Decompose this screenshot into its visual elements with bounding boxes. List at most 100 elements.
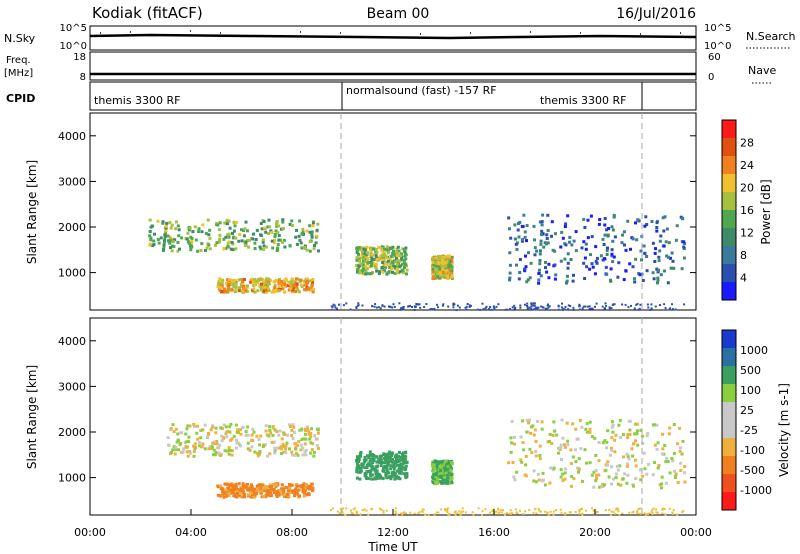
data-cell [446, 467, 450, 471]
data-cell [172, 445, 176, 449]
data-cell [215, 241, 219, 245]
data-cell [296, 444, 299, 448]
ground-scatter-cell [515, 511, 518, 514]
ground-scatter-cell [651, 508, 654, 511]
data-cell [539, 274, 543, 278]
ground-scatter-cell [427, 513, 430, 516]
data-cell [397, 249, 401, 253]
data-cell [663, 269, 666, 273]
data-cell [269, 487, 273, 490]
data-cell [434, 256, 438, 260]
data-cell [446, 277, 450, 280]
data-cell [217, 451, 221, 455]
data-cell [262, 486, 265, 490]
data-cell [679, 446, 682, 450]
ground-scatter-cell [630, 304, 632, 307]
ground-scatter-cell [373, 305, 376, 308]
data-cell [358, 271, 362, 275]
data-cell [184, 432, 188, 436]
ground-scatter-cell [643, 512, 646, 515]
data-cell [205, 246, 209, 250]
data-cell [574, 230, 578, 234]
data-cell [645, 223, 649, 226]
ground-scatter-cell [532, 302, 535, 305]
y-tick-label: 4000 [58, 335, 86, 348]
data-cell [276, 483, 280, 487]
data-cell [566, 274, 569, 278]
data-cell [545, 233, 549, 237]
data-cell [443, 469, 447, 473]
data-cell [276, 287, 280, 291]
ground-scatter-cell [601, 305, 604, 308]
data-cell [243, 227, 247, 231]
data-cell [364, 458, 368, 462]
data-cell [295, 228, 298, 232]
data-cell [234, 290, 237, 294]
data-cell [360, 465, 364, 469]
data-cell [582, 261, 586, 265]
data-cell [571, 455, 575, 459]
data-cell [263, 485, 267, 489]
data-cell [520, 239, 524, 243]
data-cell [655, 423, 659, 427]
ground-scatter-cell [628, 511, 631, 514]
data-cell [176, 432, 180, 436]
data-cell [301, 453, 305, 457]
data-cell [278, 287, 282, 291]
data-cell [665, 227, 669, 231]
ground-scatter-cell [572, 308, 575, 311]
data-cell [316, 431, 320, 435]
ground-scatter-cell [342, 304, 345, 307]
data-cell [222, 287, 226, 291]
data-cell [277, 433, 281, 437]
ground-scatter-cell [595, 511, 598, 514]
data-cell [528, 418, 531, 422]
ground-scatter-cell [433, 513, 436, 516]
ground-scatter-cell [456, 512, 459, 515]
ground-scatter-cell [423, 306, 426, 308]
ground-scatter-cell [533, 308, 536, 311]
data-cell [437, 260, 441, 264]
data-cell [570, 475, 574, 479]
data-cell [396, 476, 399, 480]
data-cell [282, 450, 286, 454]
ground-scatter-cell [436, 303, 439, 306]
data-cell [244, 430, 248, 434]
data-cell [518, 271, 522, 274]
data-cell [152, 239, 156, 243]
data-cell [178, 431, 182, 435]
data-cell [655, 229, 659, 233]
data-cell [385, 467, 389, 471]
data-cell [448, 260, 452, 263]
data-cell [584, 247, 588, 251]
data-cell [222, 495, 226, 499]
ground-scatter-cell [661, 508, 664, 511]
freq-left-tick-bottom: 8 [80, 72, 86, 83]
ground-scatter-cell [544, 307, 547, 310]
data-cell [641, 434, 645, 438]
ground-scatter-cell [533, 302, 536, 305]
data-cell [364, 272, 368, 276]
data-cell [370, 261, 374, 265]
data-cell [656, 466, 660, 470]
data-cell [592, 485, 596, 489]
ground-scatter-cell [350, 509, 352, 512]
data-cell [593, 272, 597, 276]
data-cell [433, 459, 437, 463]
ground-scatter-cell [336, 510, 339, 513]
data-cell [282, 486, 286, 489]
ground-scatter-cell [437, 511, 440, 514]
data-cell [399, 254, 402, 258]
ground-scatter-cell [331, 305, 334, 308]
data-cell [565, 279, 569, 283]
data-cell [311, 224, 315, 228]
colorbar-swatch [722, 228, 736, 247]
y-tick-label: 1000 [58, 267, 86, 280]
data-cell [440, 259, 444, 262]
data-cell [568, 235, 572, 239]
data-cell [578, 419, 582, 422]
data-cell [312, 451, 316, 454]
ground-scatter-cell [530, 307, 533, 310]
data-cell [370, 473, 374, 477]
data-cell [315, 228, 319, 232]
